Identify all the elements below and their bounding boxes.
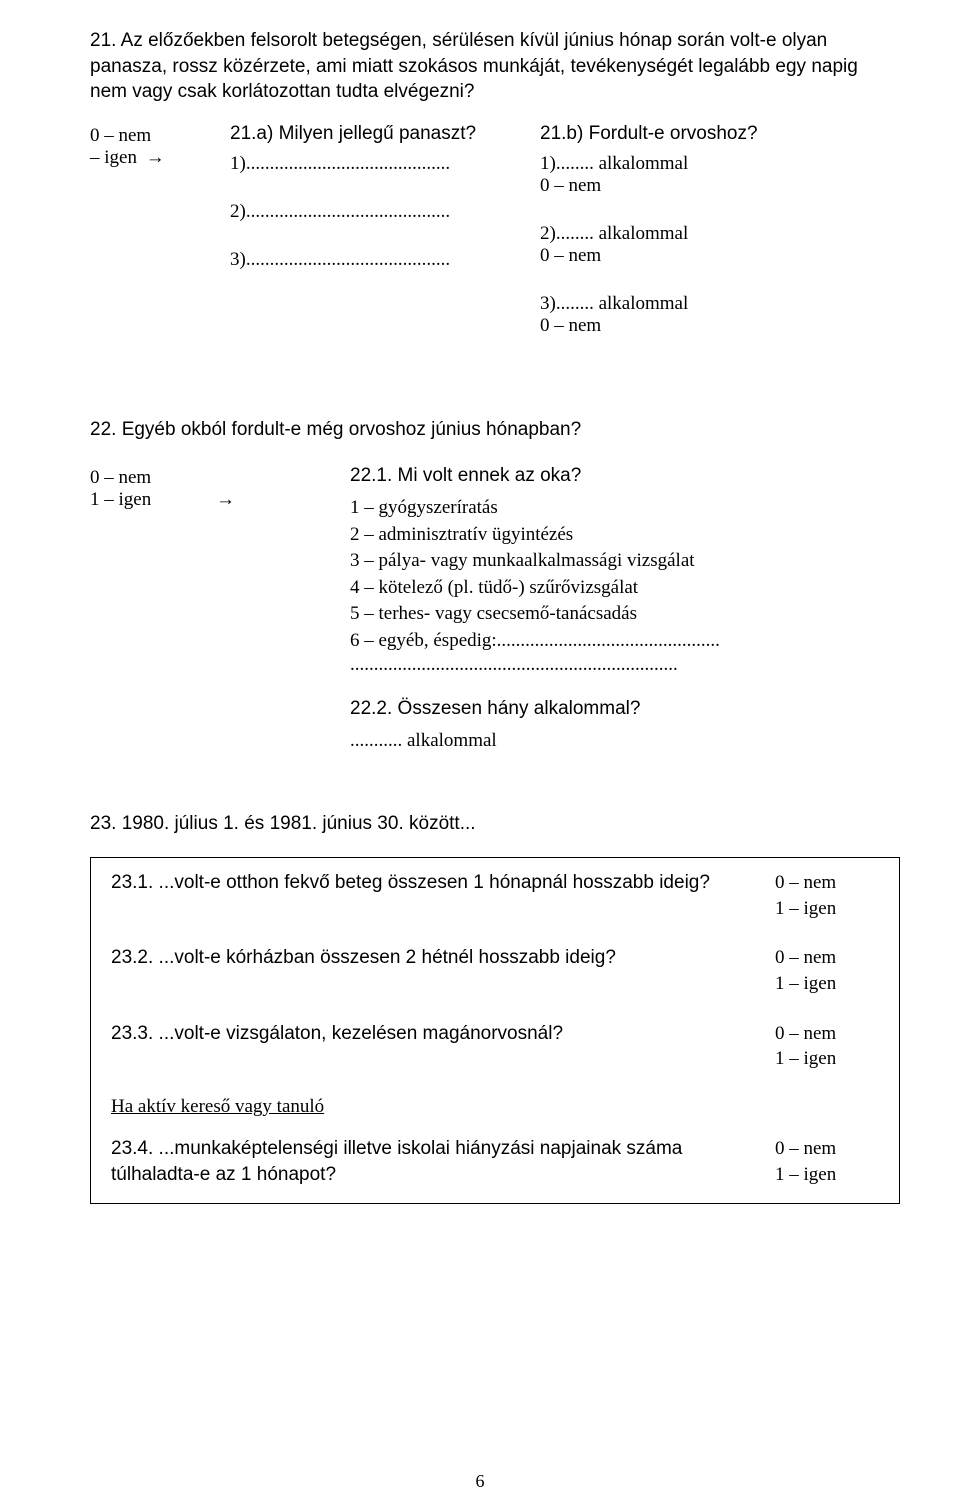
q23-row-2: 23.2. ...volt-e kórházban összesen 2 hét… <box>111 945 885 996</box>
q22-opt-4: 4 – kötelező (pl. tüdő-) szűrővizsgálat <box>350 575 900 602</box>
q23-2-answer: 0 – nem 1 – igen <box>775 945 885 996</box>
q22-opt-3: 3 – pálya- vagy munkaalkalmassági vizsgá… <box>350 548 900 575</box>
q23-title: 23. 1980. július 1. és 1981. június 30. … <box>90 813 900 835</box>
q22-opt-5: 5 – terhes- vagy csecsemő-tanácsadás <box>350 601 900 628</box>
q23-3-answer: 0 – nem 1 – igen <box>775 1021 885 1072</box>
q22-1-heading: 22.1. Mi volt ennek az oka? <box>350 465 900 487</box>
question-21: 21. Az előzőekben felsorolt betegségen, … <box>90 28 900 363</box>
q22-opt-1: 1 – gyógyszeríratás <box>350 495 900 522</box>
q21-text: 21. Az előzőekben felsorolt betegségen, … <box>90 28 900 105</box>
q21-sub: 0 – nem – igen → 21.a) Milyen jellegű pa… <box>90 123 900 363</box>
q23-1-text: 23.1. ...volt-e otthon fekvő beteg össze… <box>111 870 775 896</box>
q21-left-options: 0 – nem – igen → <box>90 123 230 363</box>
q21a-item-3: 3)......................................… <box>230 249 540 271</box>
q22-title: 22. Egyéb okból fordult-e még orvoshoz j… <box>90 419 900 441</box>
q23-row-4: 23.4. ...munkaképtelenségi illetve iskol… <box>111 1136 885 1187</box>
page-number: 6 <box>0 1471 960 1492</box>
q21a-heading: 21.a) Milyen jellegű panaszt? <box>230 123 540 145</box>
q23-table: 23.1. ...volt-e otthon fekvő beteg össze… <box>90 857 900 1204</box>
q22-right: 22.1. Mi volt ennek az oka? 1 – gyógysze… <box>350 465 900 755</box>
q23-row-3: 23.3. ...volt-e vizsgálaton, kezelésen m… <box>111 1021 885 1072</box>
q22-opt-6: 6 – egyéb, éspedig:.....................… <box>350 628 900 655</box>
spacer <box>350 676 900 698</box>
q21-col-b: 21.b) Fordult-e orvoshoz? 1)........ alk… <box>540 123 860 363</box>
q21b-item-1: 1)........ alkalommal 0 – nem <box>540 153 860 197</box>
arrow-icon: → <box>216 489 235 510</box>
q23-3-text: 23.3. ...volt-e vizsgálaton, kezelésen m… <box>111 1021 775 1047</box>
question-23: 23. 1980. július 1. és 1981. június 30. … <box>90 813 900 1204</box>
q23-4-answer: 0 – nem 1 – igen <box>775 1136 885 1187</box>
q22-2-line: ........... alkalommal <box>350 728 900 755</box>
q21-col-a: 21.a) Milyen jellegű panaszt? 1)........… <box>230 123 540 363</box>
question-22: 22. Egyéb okból fordult-e még orvoshoz j… <box>90 419 900 755</box>
q23-4-text: 23.4. ...munkaképtelenségi illetve iskol… <box>111 1136 775 1187</box>
q21-option-0: 0 – nem – igen <box>90 125 151 168</box>
q23-1-answer: 0 – nem 1 – igen <box>775 870 885 921</box>
q22-opt-2: 2 – adminisztratív ügyintézés <box>350 522 900 549</box>
page: 21. Az előzőekben felsorolt betegségen, … <box>0 0 960 1510</box>
q21b-heading: 21.b) Fordult-e orvoshoz? <box>540 123 860 145</box>
q21a-item-2: 2)......................................… <box>230 201 540 223</box>
q22-left-options: 0 – nem 1 – igen → <box>90 465 350 755</box>
q22-2-heading: 22.2. Összesen hány alkalommal? <box>350 698 900 720</box>
q22-dots: ........................................… <box>350 654 900 676</box>
q21b-item-2: 2)........ alkalommal 0 – nem <box>540 223 860 267</box>
q22-body: 0 – nem 1 – igen → 22.1. Mi volt ennek a… <box>90 465 900 755</box>
q23-condition-label: Ha aktív kereső vagy tanuló <box>111 1096 885 1118</box>
q22-option-text: 0 – nem 1 – igen <box>90 467 151 510</box>
q23-2-text: 23.2. ...volt-e kórházban összesen 2 hét… <box>111 945 775 971</box>
q21b-item-3: 3)........ alkalommal 0 – nem <box>540 293 860 337</box>
q21a-item-1: 1)......................................… <box>230 153 540 175</box>
arrow-icon: → <box>146 147 165 169</box>
q23-row-1: 23.1. ...volt-e otthon fekvő beteg össze… <box>111 870 885 921</box>
